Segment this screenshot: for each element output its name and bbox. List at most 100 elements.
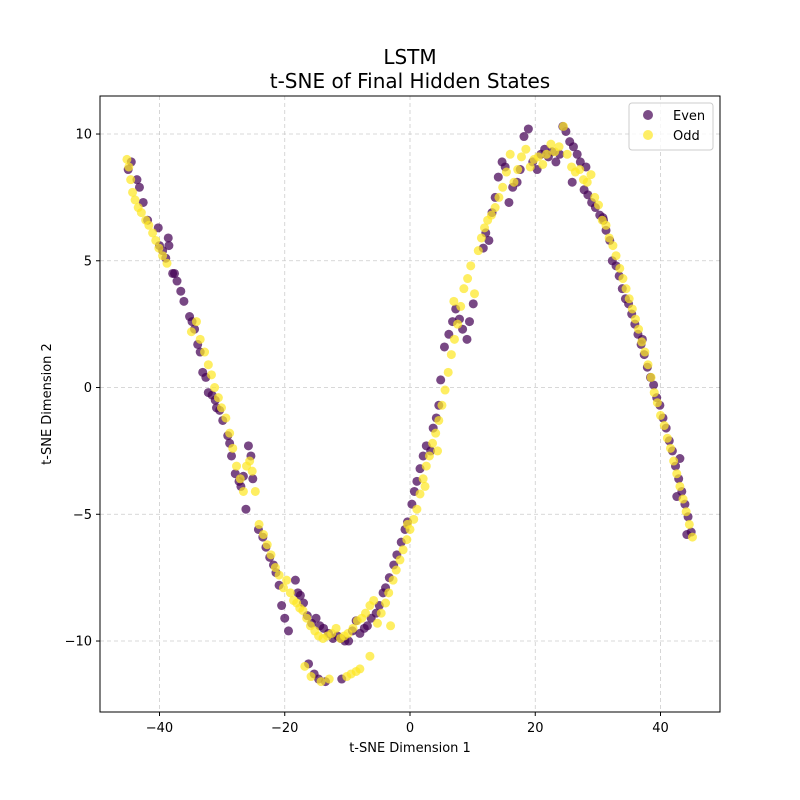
data-point-odd	[270, 563, 280, 573]
data-point-odd	[331, 623, 341, 633]
data-point-odd	[621, 284, 631, 294]
data-point-odd	[649, 388, 659, 398]
data-point-odd	[666, 443, 676, 453]
data-point-odd	[348, 623, 358, 633]
data-point-odd	[126, 175, 136, 185]
data-point-odd	[480, 223, 490, 233]
data-point-odd	[525, 162, 535, 172]
data-point-odd	[542, 149, 552, 159]
series-even	[123, 121, 696, 687]
chart-title-line2: t-SNE of Final Hidden States	[270, 69, 550, 93]
data-point-even	[284, 626, 294, 636]
data-point-odd	[533, 152, 543, 162]
data-point-even	[362, 621, 372, 631]
data-point-odd	[221, 413, 231, 423]
data-point-odd	[538, 159, 548, 169]
data-point-odd	[459, 284, 469, 294]
data-point-even	[418, 451, 428, 461]
data-point-odd	[494, 192, 504, 202]
data-point-odd	[516, 152, 526, 162]
data-point-odd	[412, 504, 422, 514]
data-point-odd	[122, 154, 132, 164]
data-point-odd	[402, 519, 412, 529]
data-point-odd	[630, 314, 640, 324]
data-point-odd	[391, 565, 401, 575]
legend-label-odd: Odd	[673, 129, 700, 144]
data-point-even	[243, 441, 253, 451]
legend: Even Odd	[628, 102, 714, 151]
data-point-odd	[250, 486, 260, 496]
legend-marker-odd	[643, 130, 653, 140]
data-point-odd	[608, 241, 618, 251]
y-axis-label: t-SNE Dimension 2	[40, 343, 55, 465]
data-point-odd	[298, 606, 308, 616]
data-point-odd	[546, 139, 556, 149]
data-point-odd	[476, 233, 486, 243]
data-point-odd	[148, 228, 158, 238]
data-point-even	[583, 190, 593, 200]
y-tick-label: −10	[65, 635, 92, 650]
data-point-odd	[278, 583, 288, 593]
data-point-odd	[384, 588, 394, 598]
data-point-odd	[681, 507, 691, 517]
data-point-odd	[509, 177, 519, 187]
chart-title-line1: LSTM	[383, 45, 436, 69]
data-point-odd	[453, 319, 463, 329]
data-point-even	[241, 504, 251, 514]
data-point-odd	[418, 474, 428, 484]
data-point-odd	[369, 595, 379, 605]
data-point-odd	[235, 474, 245, 484]
data-point-odd	[232, 461, 242, 471]
data-point-odd	[247, 466, 257, 476]
data-point-odd	[443, 367, 453, 377]
data-point-odd	[158, 251, 168, 261]
data-point-odd	[470, 289, 480, 299]
data-point-odd	[575, 165, 585, 175]
data-point-odd	[386, 621, 396, 631]
data-point-odd	[200, 347, 210, 357]
data-point-odd	[678, 494, 688, 504]
data-point-odd	[513, 165, 523, 175]
data-point-odd	[128, 187, 138, 197]
data-point-odd	[582, 177, 592, 187]
data-point-even	[439, 342, 449, 352]
data-point-odd	[498, 182, 508, 192]
data-point-odd	[203, 360, 213, 370]
x-tick-label: 0	[406, 721, 414, 736]
data-point-odd	[659, 421, 669, 431]
data-point-odd	[402, 535, 412, 545]
data-point-odd	[191, 317, 201, 327]
data-point-odd	[652, 398, 662, 408]
data-point-even	[134, 182, 144, 192]
data-point-odd	[245, 456, 255, 466]
data-point-even	[572, 149, 582, 159]
data-point-odd	[646, 372, 656, 382]
data-point-odd	[274, 570, 284, 580]
grid-lines	[100, 96, 720, 712]
data-point-odd	[355, 664, 365, 674]
data-point-even	[163, 233, 173, 243]
data-point-odd	[420, 481, 430, 491]
data-point-odd	[376, 608, 386, 618]
data-point-odd	[473, 246, 483, 256]
y-tick-label: 0	[84, 381, 92, 396]
data-point-even	[311, 613, 321, 623]
data-point-odd	[618, 274, 628, 284]
data-point-even	[568, 142, 578, 152]
data-point-odd	[466, 261, 476, 271]
data-point-odd	[302, 613, 312, 623]
data-point-odd	[434, 415, 444, 425]
axis-ticks: −40 −20 0 20 40 −10 −5 0 5 10	[65, 128, 669, 736]
data-point-odd	[398, 545, 408, 555]
data-point-odd	[151, 235, 161, 245]
data-point-odd	[431, 428, 441, 438]
data-point-odd	[687, 532, 697, 542]
data-point-even	[248, 474, 258, 484]
legend-label-even: Even	[673, 109, 705, 124]
data-point-even	[170, 268, 180, 278]
y-tick-label: −5	[73, 508, 92, 523]
x-tick-label: −40	[146, 721, 173, 736]
y-tick-label: 10	[75, 128, 92, 143]
data-point-odd	[213, 393, 223, 403]
